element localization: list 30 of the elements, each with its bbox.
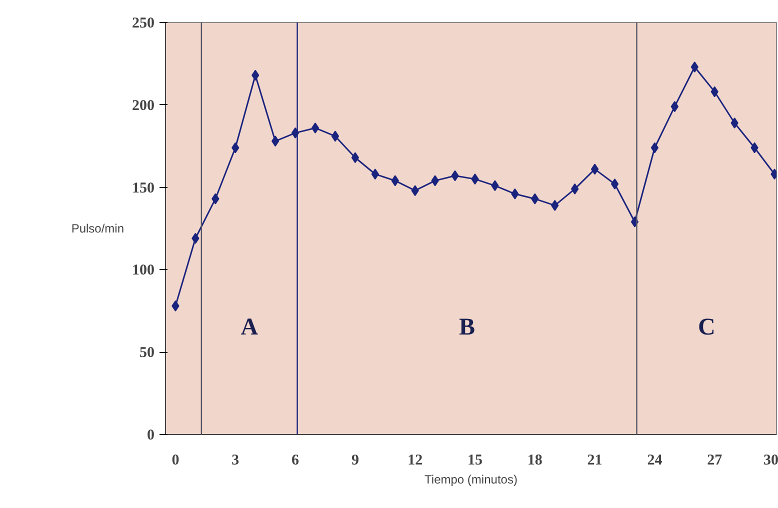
point [311,122,320,134]
point [570,183,579,194]
annotation: A [240,314,259,340]
x-tick-label: 18 [527,452,542,468]
annotation: B [459,314,476,340]
x-axis-title: Tiempo (minutos) [424,472,518,486]
x-tick-label: 24 [647,452,663,468]
x-tick-label: 27 [707,452,723,468]
y-tick-label: 200 [132,98,154,114]
y-tick-label: 100 [132,262,154,279]
point [590,164,599,175]
y-tick-label: 50 [140,345,154,362]
annotation: C [698,314,716,340]
y-axis-title: Pulso/min [71,222,124,236]
point [271,136,280,147]
x-tick-label: 3 [232,452,240,468]
x-tick-label: 21 [587,452,602,468]
y-tick-label: 150 [132,180,154,196]
x-tick-label: 15 [467,452,482,468]
y-tick-label: 0 [147,428,154,444]
point [650,142,659,154]
x-tick-label: 9 [351,452,359,468]
point [610,178,619,190]
y-tick-label: 250 [132,16,154,32]
x-tick-label: 12 [408,452,423,468]
point [331,130,340,142]
x-tick-label: 30 [764,452,778,468]
x-tick-label: 6 [292,452,300,468]
x-tick-label: 0 [172,452,180,468]
point [351,152,360,164]
